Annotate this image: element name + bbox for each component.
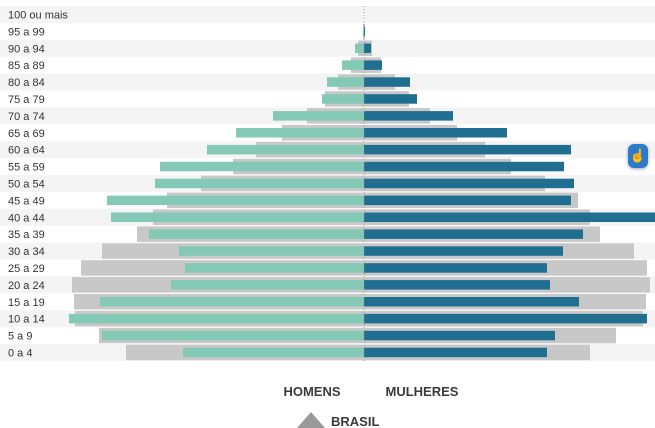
women-bar	[364, 263, 547, 273]
women-bar	[364, 128, 507, 138]
age-group-label: 25 a 29	[8, 263, 45, 275]
row-stripe	[0, 6, 655, 23]
age-group-label: 80 a 84	[8, 77, 45, 89]
age-group-label: 95 a 99	[8, 26, 45, 38]
women-bar	[364, 229, 583, 239]
reference-triangle-icon	[297, 412, 325, 428]
men-bar	[236, 128, 364, 138]
age-group-label: 85 a 89	[8, 60, 45, 72]
age-group-label: 40 a 44	[8, 212, 45, 224]
age-group-label: 60 a 64	[8, 145, 45, 157]
men-bar	[322, 94, 364, 104]
women-bar	[364, 347, 547, 358]
men-bar	[69, 313, 364, 324]
age-group-label: 30 a 34	[8, 246, 45, 258]
men-bar	[100, 297, 364, 307]
age-group-label: 45 a 49	[8, 195, 45, 207]
legend-women-label: MULHERES	[386, 384, 459, 399]
women-bar	[364, 144, 571, 155]
age-labels: 100 ou mais 95 a 99 90 a 94 85 a 89 80 a 84 7…	[8, 9, 68, 359]
legend-men-label: HOMENS	[283, 384, 340, 399]
series-bars	[69, 26, 655, 358]
men-bar	[355, 43, 364, 53]
age-group-label: 90 a 94	[8, 43, 45, 55]
women-bar	[364, 297, 579, 307]
men-bar	[107, 195, 364, 206]
women-bar	[364, 246, 563, 256]
age-group-label: 70 a 74	[8, 111, 45, 123]
age-group-label: 55 a 59	[8, 162, 45, 174]
men-bar	[160, 161, 364, 172]
age-group-label: 0 a 4	[8, 347, 32, 359]
men-bar	[273, 111, 364, 121]
men-bar	[207, 144, 364, 155]
age-group-label: 65 a 69	[8, 128, 45, 140]
age-group-label: 15 a 19	[8, 297, 45, 309]
women-bar	[364, 161, 564, 172]
age-group-label: 5 a 9	[8, 331, 32, 343]
men-bar	[102, 330, 364, 341]
women-bar	[364, 60, 382, 70]
men-bar	[149, 229, 364, 239]
men-bar	[183, 347, 364, 358]
women-bar	[364, 195, 571, 206]
men-bar	[363, 26, 364, 37]
age-group-label: 20 a 24	[8, 280, 45, 292]
age-group-label: 75 a 79	[8, 94, 45, 106]
accessibility-hand-button[interactable]: ☝	[628, 144, 648, 168]
women-bar	[364, 111, 453, 121]
men-bar	[327, 77, 364, 87]
women-bar	[364, 212, 655, 222]
men-bar	[111, 212, 364, 222]
women-bar	[364, 313, 647, 324]
hand-pointer-icon: ☝	[629, 148, 647, 163]
men-bar	[155, 178, 364, 189]
age-group-label: 100 ou mais	[8, 9, 68, 21]
women-bar	[364, 77, 410, 87]
row-stripe	[0, 39, 655, 57]
legend-reference-label: BRASIL	[331, 414, 379, 428]
age-group-label: 50 a 54	[8, 178, 45, 190]
age-group-label: 35 a 39	[8, 229, 45, 241]
legend-reference: BRASIL	[297, 412, 379, 428]
women-bar	[364, 178, 574, 189]
women-bar	[364, 43, 371, 53]
women-bar	[364, 280, 550, 290]
age-group-label: 10 a 14	[8, 314, 45, 326]
men-bar	[342, 60, 364, 70]
men-bar	[185, 263, 364, 273]
women-bar	[364, 330, 555, 341]
women-bar	[364, 94, 417, 104]
men-bar	[171, 280, 364, 290]
women-bar	[364, 26, 365, 37]
men-bar	[179, 246, 364, 256]
